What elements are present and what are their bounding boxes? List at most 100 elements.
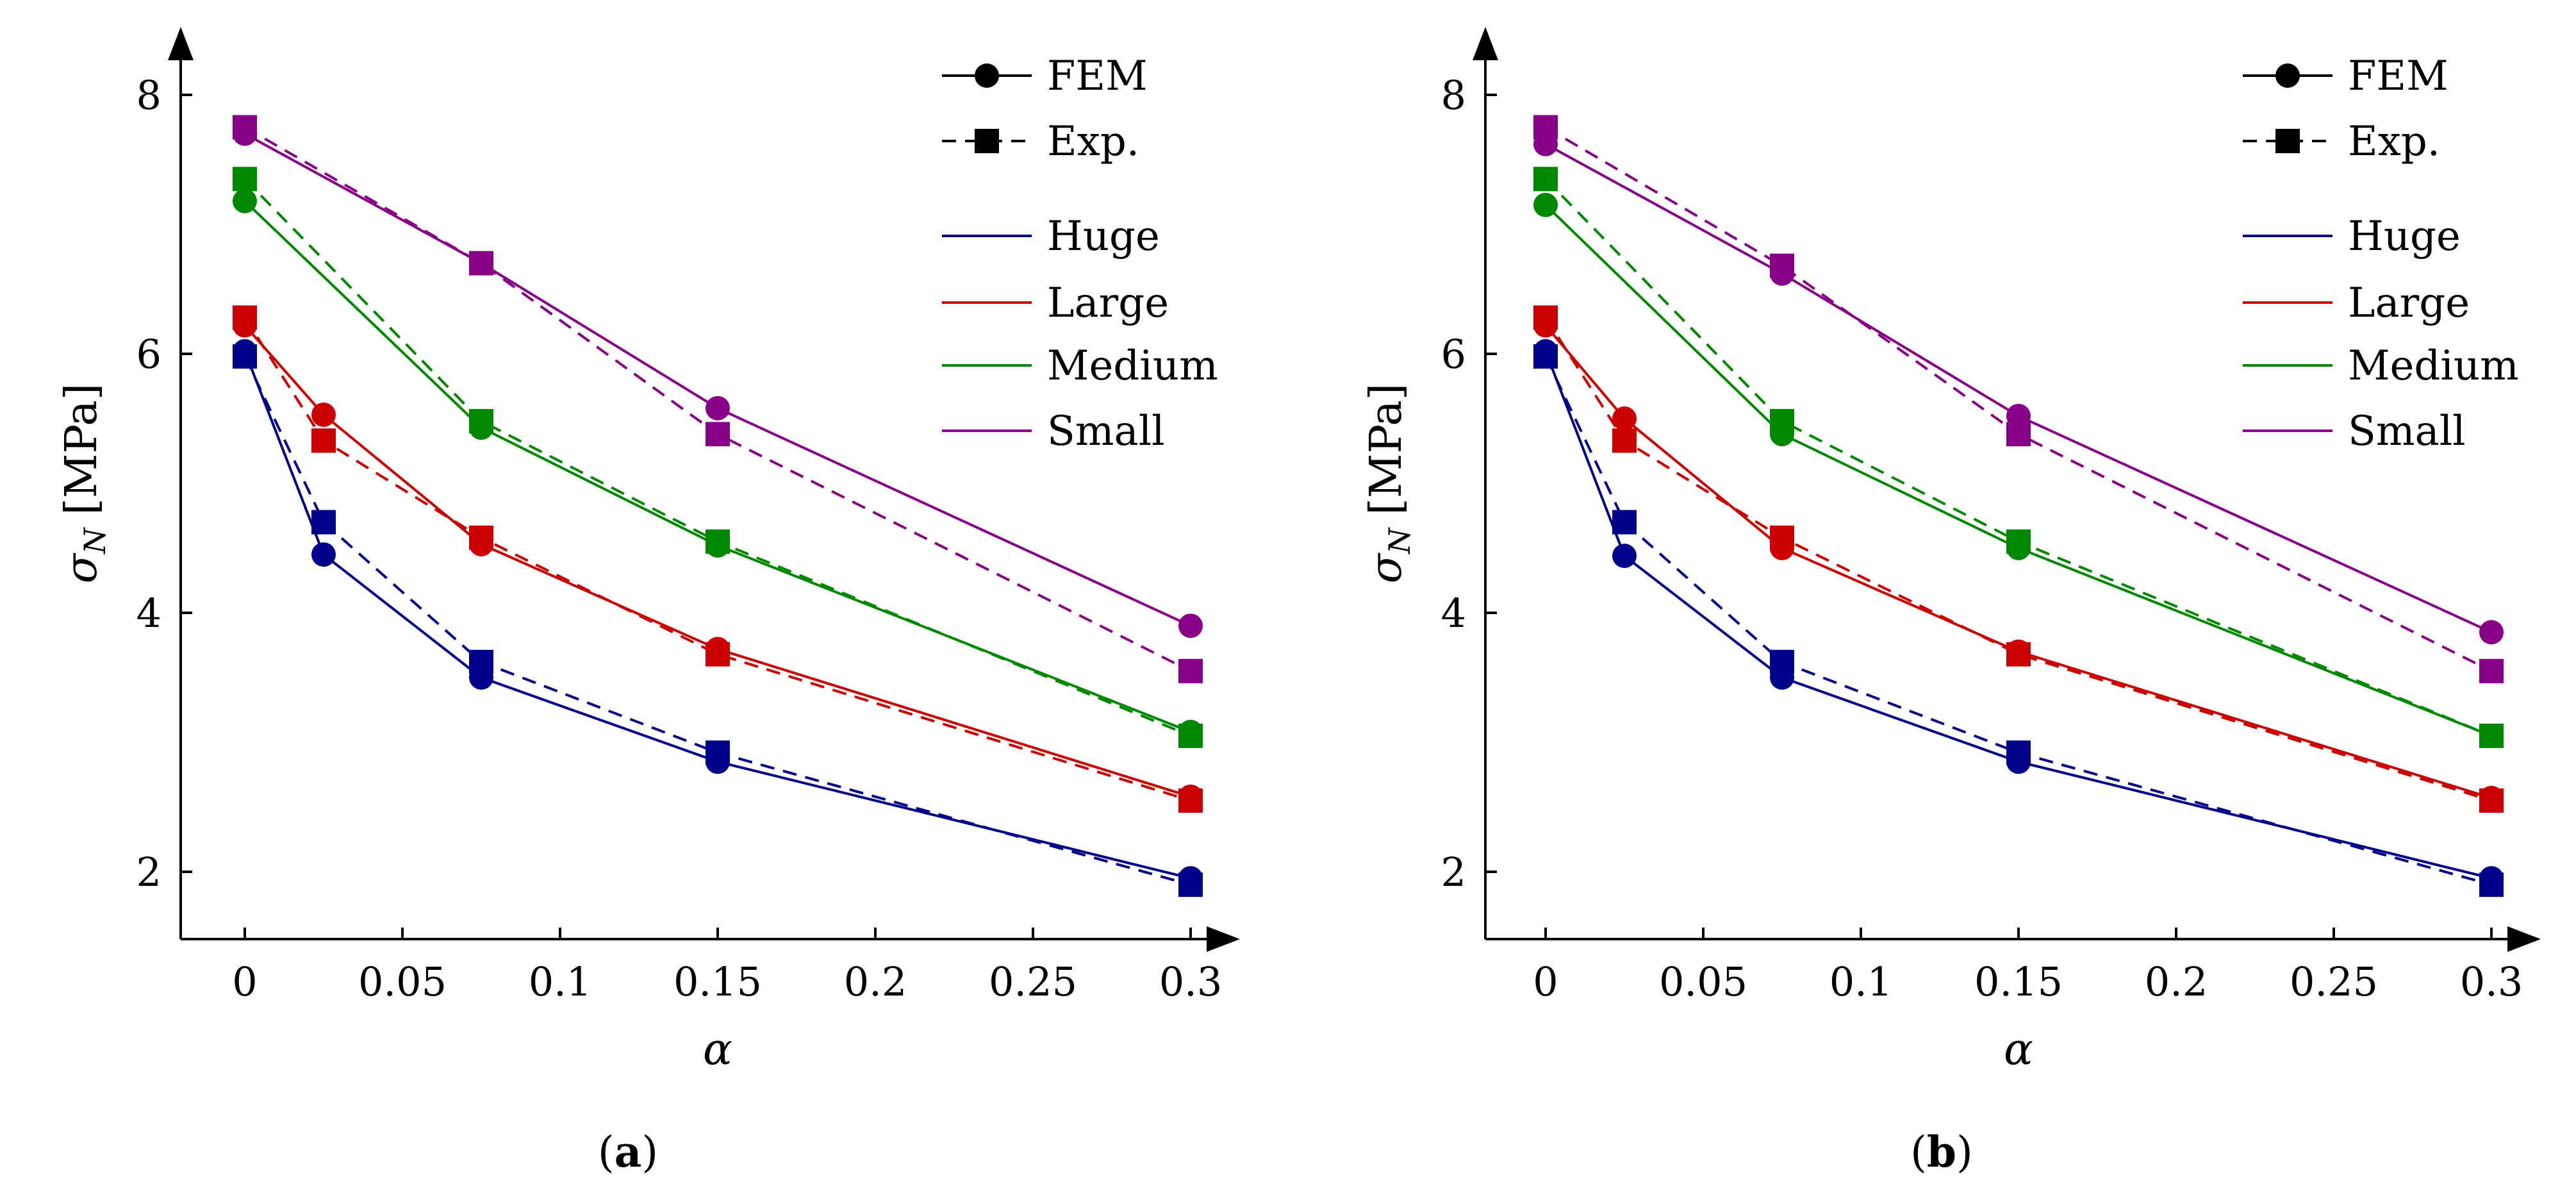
y-axis-arrow [168, 27, 194, 60]
x-tick-label: 0 [232, 958, 257, 1005]
exp-point [1612, 510, 1637, 535]
x-axis-label: α [703, 1024, 732, 1075]
panel-label-close: ) [1956, 1128, 1973, 1177]
series-huge [1533, 338, 2504, 897]
chart-panel-a: 0 0.05 0.1 0.15 0.2 0.25 0.3 2 4 6 8 α σN [MPa] FEM Exp… [56, 27, 1240, 1177]
series-large [1533, 305, 2504, 813]
legend-label: Large [1047, 279, 1169, 327]
legend-label: Small [1047, 408, 1165, 455]
legend-label: FEM [1047, 53, 1148, 100]
exp-point [1612, 428, 1637, 453]
fem-point [2006, 403, 2031, 428]
x-tick-label: 0.15 [1974, 958, 2063, 1005]
x-tick-label: 0.25 [989, 958, 1077, 1005]
fem-point [2006, 536, 2031, 560]
y-axis-arrow [1473, 27, 1498, 60]
x-tick-label: 0.25 [2290, 958, 2378, 1005]
exp-point [1533, 167, 1558, 192]
y-tick-label: 8 [136, 72, 161, 119]
panel-label: (a) [598, 1127, 658, 1177]
series-small [1533, 115, 2504, 683]
fem-point [706, 533, 730, 558]
fem-point [469, 251, 493, 276]
fem-point [1533, 313, 1558, 338]
fem-line-small [244, 132, 1191, 628]
x-axis-arrow [1207, 926, 1240, 952]
fem-line-large [1544, 324, 2492, 799]
y-tick-label: 8 [1441, 72, 1466, 119]
chart-panel-b: 0 0.05 0.1 0.15 0.2 0.25 0.3 2 4 6 8 α σN [MPa] FEM Exp… [1361, 27, 2541, 1177]
fem-point [311, 542, 336, 567]
fem-point [1770, 261, 1794, 286]
exp-point [2479, 658, 2504, 683]
y-tick-label: 4 [1441, 590, 1466, 637]
legend-label: Medium [2348, 342, 2519, 390]
fem-point [706, 637, 730, 662]
exp-point [1178, 658, 1203, 683]
exp-point [706, 422, 730, 447]
x-tick-label: 0 [1533, 958, 1558, 1005]
exp-line-small [1544, 126, 2492, 672]
y-tick-label: 6 [136, 331, 161, 378]
panel-label-open: ( [1910, 1128, 1927, 1177]
panel-label-letter: b [1927, 1127, 1956, 1177]
fem-point [1533, 131, 1558, 156]
y-axis-label: σN [MPa] [56, 383, 112, 584]
x-tick-label: 0.05 [358, 958, 447, 1005]
x-tick-label: 0.1 [1829, 958, 1893, 1005]
fem-point [1533, 338, 1558, 363]
series-huge [233, 338, 1203, 897]
y-tick-label: 4 [136, 590, 161, 637]
fem-point [2006, 639, 2031, 664]
legend-exp-marker [2275, 129, 2300, 153]
y-tick-label: 2 [1441, 849, 1466, 896]
legend-label: Exp. [1047, 118, 1139, 165]
x-tick-label: 0.1 [529, 958, 592, 1005]
fem-point [1770, 665, 1794, 690]
fem-point [469, 415, 493, 440]
legend-fem-marker [975, 63, 999, 88]
fem-point [2006, 749, 2031, 774]
fem-point [311, 402, 336, 427]
fem-point [1533, 192, 1558, 217]
series-large [233, 305, 1203, 813]
x-axis-label: α [2004, 1024, 2033, 1075]
x-tick-label: 0.2 [2145, 958, 2208, 1005]
fem-point [2479, 620, 2504, 645]
legend-label: Huge [2348, 213, 2461, 260]
fem-point [233, 188, 257, 213]
y-tick-label: 6 [1441, 331, 1466, 378]
y-axis-label-symbol: σ [56, 553, 107, 583]
fem-line-medium [1544, 204, 2492, 737]
y-axis-label-subscript: N [78, 527, 112, 554]
legend-label: Huge [1047, 213, 1160, 260]
series-small [233, 115, 1203, 683]
legend-label: Medium [1047, 342, 1218, 390]
y-axis-label-symbol: σ [1361, 553, 1412, 583]
fem-point [1178, 613, 1203, 638]
fem-point [469, 665, 493, 690]
fem-point [233, 338, 257, 363]
y-axis-label-unit: [MPa] [1361, 383, 1412, 515]
x-tick-label: 0.15 [673, 958, 762, 1005]
fem-point [1770, 422, 1794, 447]
fem-line-medium [244, 200, 1191, 733]
exp-point [233, 167, 257, 192]
legend-label: Large [2348, 279, 2470, 327]
series-medium [233, 167, 1203, 748]
legend-exp-marker [975, 129, 999, 153]
legend-fem-marker [2275, 63, 2300, 88]
exp-line-medium [1544, 178, 2492, 737]
legend: FEM Exp. Huge Large Medium Small [942, 53, 1218, 455]
fem-point [233, 313, 257, 338]
fem-point [469, 531, 493, 556]
x-tick-label: 0.3 [1159, 958, 1223, 1005]
y-axis-label: σN [MPa] [1361, 383, 1417, 584]
legend-label: Exp. [2348, 118, 2440, 165]
fem-point [1612, 544, 1637, 569]
fem-point [2479, 866, 2504, 891]
fem-point [2479, 723, 2504, 748]
exp-point [311, 510, 336, 535]
panel-label-open: ( [598, 1128, 615, 1177]
